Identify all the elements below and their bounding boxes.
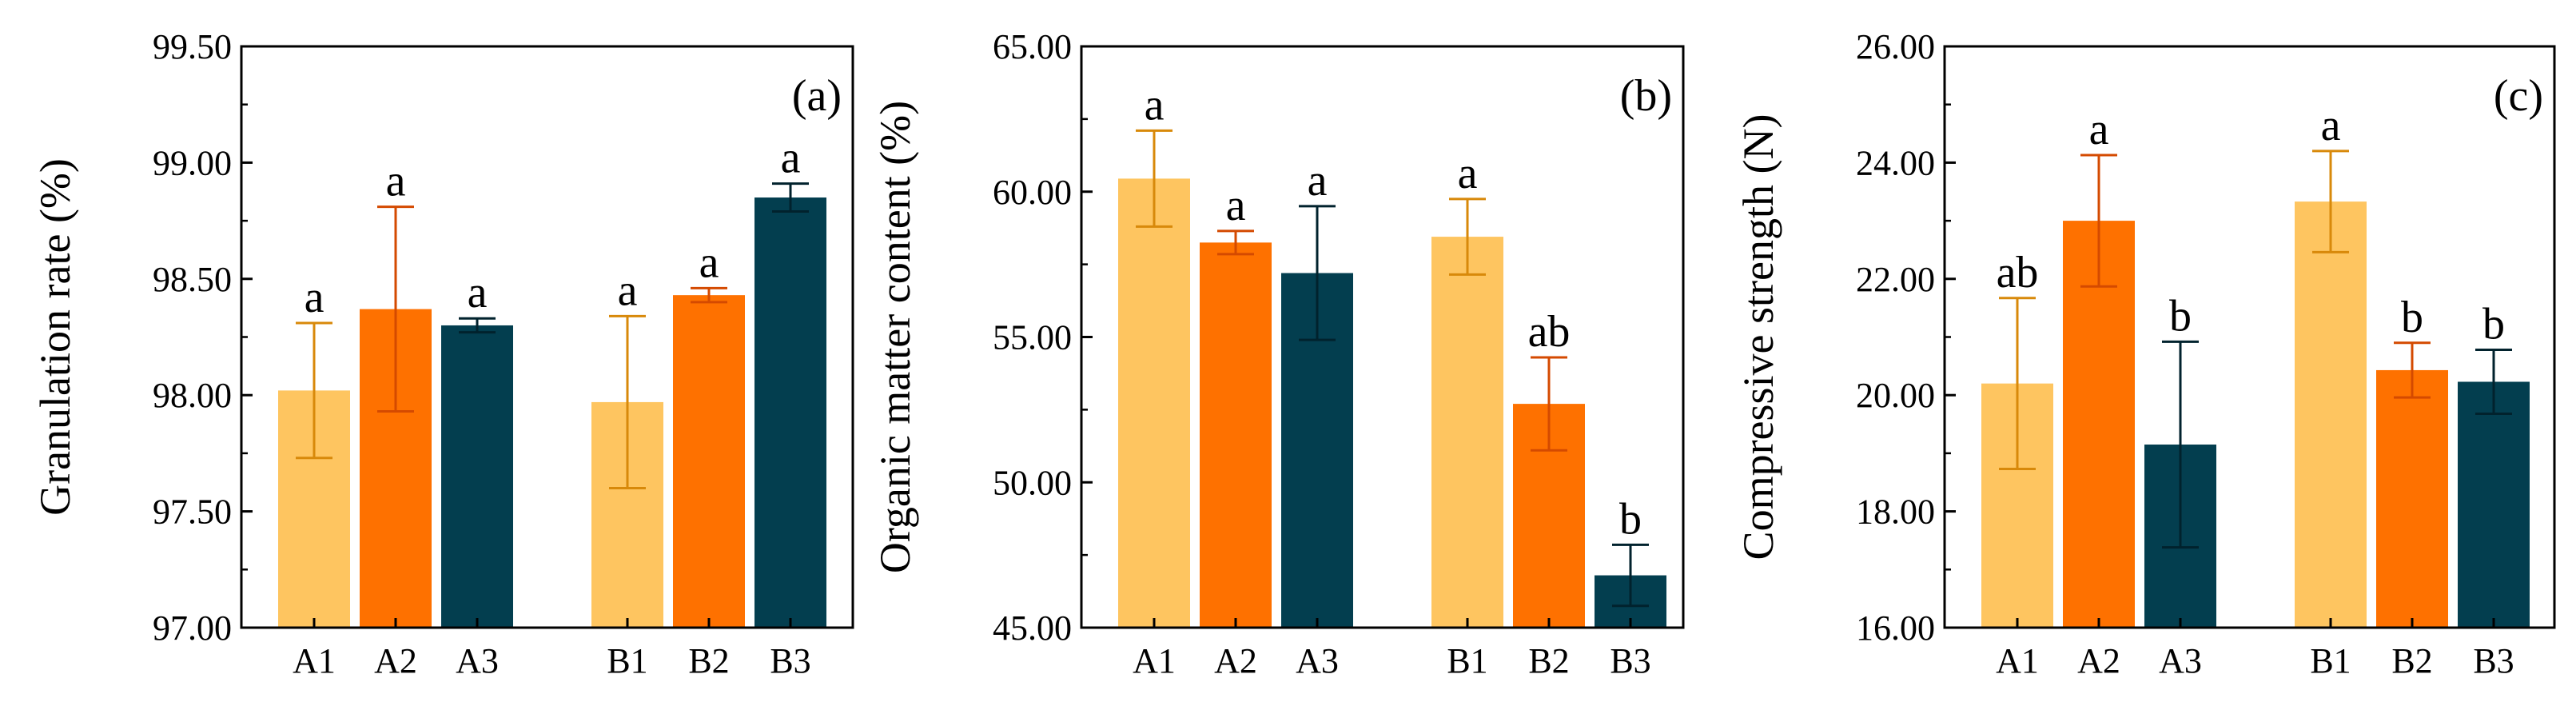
y-tick-label: 24.00	[1856, 143, 1935, 182]
x-tick-label-a3: A3	[456, 641, 499, 680]
significance-label-b1: a	[618, 265, 638, 315]
panel-label: (b)	[1620, 71, 1672, 121]
significance-label-a3: a	[468, 268, 488, 317]
plot-frame	[1080, 45, 1685, 629]
significance-label-a3: b	[2169, 291, 2192, 341]
y-axis-title: Compressive strength (N)	[1734, 114, 1782, 560]
x-tick-label-b2: B2	[2391, 641, 2432, 680]
x-tick-label-a2: A2	[374, 641, 417, 680]
significance-label-b3: a	[781, 134, 801, 183]
y-tick-label: 22.00	[1856, 260, 1935, 299]
significance-label-b2: a	[699, 237, 719, 287]
plot-frame	[1943, 45, 2556, 629]
significance-label-a2: a	[386, 157, 406, 206]
x-tick-label-a1: A1	[1133, 641, 1176, 680]
x-tick-label-b3: B3	[770, 641, 810, 680]
x-tick-label-b3: B3	[1610, 641, 1650, 680]
panel-a: a A1 a A2 a A3 a B1 a B2 a B3 97.00 97.50 98.00 98.50 99…	[31, 27, 854, 680]
y-tick-label: 50.00	[993, 463, 1072, 502]
significance-label-a1: ab	[1997, 248, 2039, 297]
x-tick-label-a2: A2	[1214, 641, 1257, 680]
y-tick-label: 97.00	[153, 608, 232, 648]
bar-b2	[673, 295, 745, 628]
significance-label-a2: a	[1226, 181, 1246, 230]
plot-frame	[240, 45, 854, 629]
bar-b1	[1431, 237, 1503, 628]
bar-a2	[2063, 221, 2135, 628]
y-tick-label: 26.00	[1856, 27, 1935, 66]
y-tick-label: 45.00	[993, 608, 1072, 648]
significance-label-a2: a	[2089, 105, 2109, 154]
y-tick-label: 98.00	[153, 376, 232, 415]
bar-a3	[441, 325, 513, 628]
bar-b3	[754, 197, 826, 628]
x-tick-label-b1: B1	[607, 641, 647, 680]
significance-label-b1: a	[2321, 101, 2341, 150]
bar-b2	[2376, 369, 2448, 628]
y-axis-title: Organic matter content (%)	[871, 101, 919, 573]
x-tick-label-a2: A2	[2077, 641, 2120, 680]
significance-label-b3: b	[2482, 299, 2505, 349]
x-tick-label-a3: A3	[2159, 641, 2202, 680]
y-tick-label: 99.00	[153, 143, 232, 182]
x-tick-label-a1: A1	[1996, 641, 2039, 680]
y-tick-label: 55.00	[993, 318, 1072, 357]
x-tick-label-b1: B1	[2310, 641, 2351, 680]
bar-b1	[2295, 201, 2367, 628]
y-tick-label: 65.00	[993, 27, 1072, 66]
significance-label-a1: a	[1145, 80, 1165, 130]
significance-label-b2: ab	[1528, 307, 1571, 357]
bar-b3	[2458, 381, 2530, 628]
panel-c: ab A1 a A2 b A3 a B1 b B2 b B3 16.00 18.00 20.00 22.00 2…	[1734, 27, 2556, 680]
panel-label: (a)	[792, 71, 842, 121]
y-tick-label: 18.00	[1856, 493, 1935, 532]
y-tick-label: 20.00	[1856, 376, 1935, 415]
y-tick-label: 98.50	[153, 260, 232, 299]
y-tick-label: 60.00	[993, 173, 1072, 212]
y-tick-label: 99.50	[153, 27, 232, 66]
bar-a2	[1200, 242, 1272, 628]
y-tick-label: 16.00	[1856, 608, 1935, 648]
y-axis-title: Granulation rate (%)	[31, 158, 79, 516]
y-tick-label: 97.50	[153, 493, 232, 532]
bar-a1	[1118, 178, 1190, 628]
significance-label-a1: a	[305, 273, 324, 322]
x-tick-label-b2: B2	[1528, 641, 1569, 680]
x-tick-label-b1: B1	[1447, 641, 1487, 680]
x-tick-label-b3: B3	[2473, 641, 2514, 680]
significance-label-b1: a	[1458, 149, 1478, 198]
x-tick-label-a3: A3	[1296, 641, 1339, 680]
significance-label-b2: b	[2401, 293, 2423, 342]
x-tick-label-b2: B2	[688, 641, 729, 680]
significance-label-b3: b	[1619, 494, 1642, 544]
panel-b: a A1 a A2 a A3 a B1 ab B2 b B3 45.00 50.00 55.00 60.00 6…	[871, 27, 1685, 680]
x-tick-label-a1: A1	[293, 641, 336, 680]
significance-label-a3: a	[1308, 156, 1328, 205]
panel-label: (c)	[2494, 71, 2543, 121]
